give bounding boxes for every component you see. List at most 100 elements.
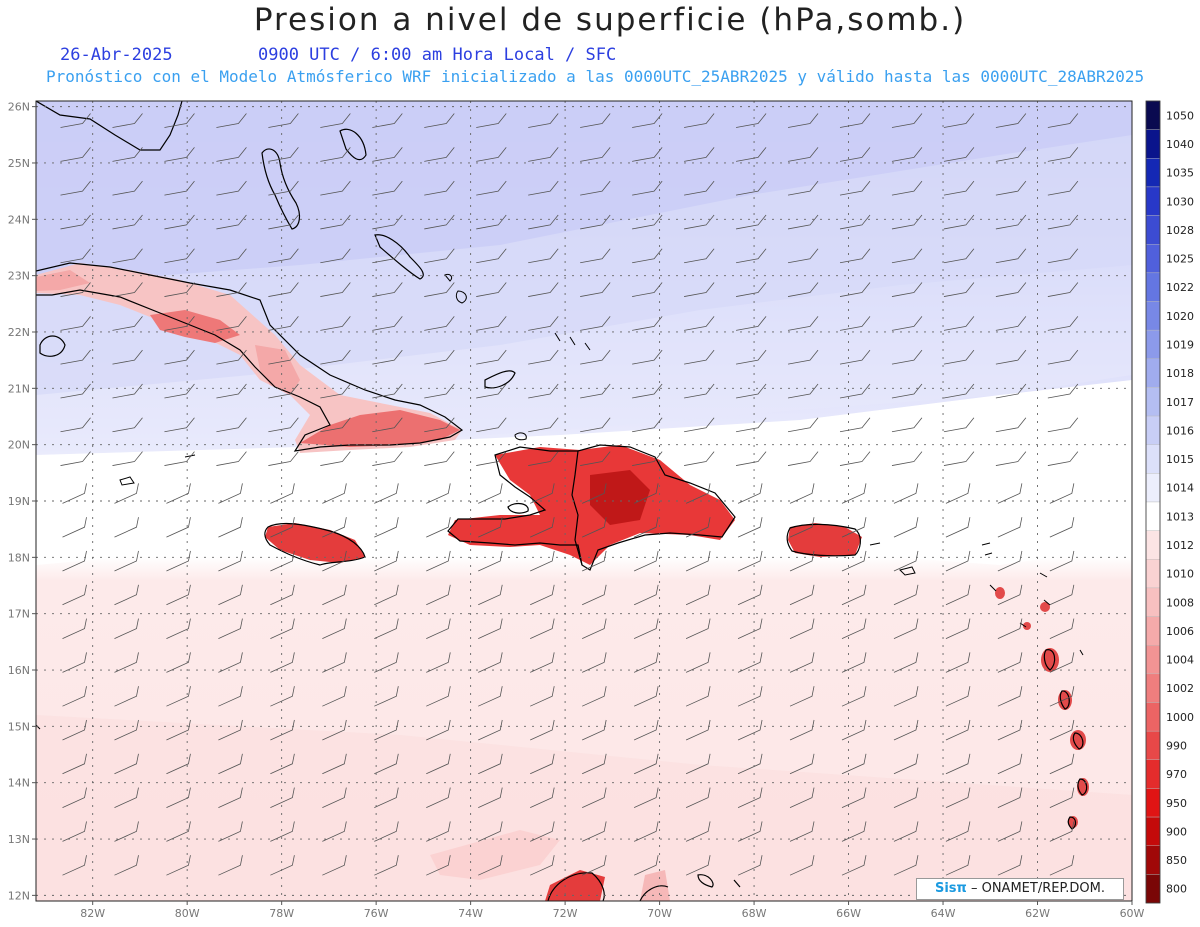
wind-barb xyxy=(1049,550,1075,572)
wind-barb xyxy=(530,753,555,775)
wind-barb xyxy=(787,113,819,128)
lat-tick-label: 15N xyxy=(8,720,30,733)
wind-barb xyxy=(582,652,607,673)
wind-barb xyxy=(270,787,295,808)
wind-barb xyxy=(164,147,195,162)
legend-label: 1006 xyxy=(1166,625,1194,638)
wind-barb xyxy=(997,618,1023,639)
wind-barb xyxy=(320,248,351,264)
wind-barb xyxy=(216,248,247,264)
wind-barb xyxy=(685,483,711,504)
wind-barb xyxy=(580,451,611,466)
wind-barb xyxy=(841,652,867,673)
wind-barb xyxy=(322,753,347,775)
pressure-band-1012 xyxy=(36,715,1132,901)
wind-barb xyxy=(426,787,451,808)
wind-barb xyxy=(528,113,559,128)
wind-barb xyxy=(839,316,871,331)
wind-barb xyxy=(114,652,139,673)
wind-barb xyxy=(735,383,767,399)
wind-barb xyxy=(530,821,555,842)
wind-barb xyxy=(893,821,919,842)
wind-barb xyxy=(424,383,455,399)
wind-barb xyxy=(60,113,91,128)
wind-barb xyxy=(164,349,195,365)
legend-label: 1018 xyxy=(1166,367,1194,380)
wind-barb xyxy=(841,618,867,639)
wind-barb xyxy=(891,383,923,399)
wind-barb xyxy=(530,618,555,639)
wind-barb xyxy=(478,821,503,842)
wind-barb xyxy=(1047,214,1079,230)
wind-barb xyxy=(320,451,351,466)
wind-barb xyxy=(374,550,399,572)
wind-barb xyxy=(530,483,555,504)
wind-barb xyxy=(997,686,1023,707)
wind-barb xyxy=(528,180,559,196)
wind-barb xyxy=(166,821,191,842)
wind-barb xyxy=(945,821,971,842)
wind-barb xyxy=(372,147,403,162)
wind-barb xyxy=(997,821,1023,842)
wind-barb xyxy=(476,214,507,230)
wind-barb xyxy=(528,282,559,297)
wind-barb xyxy=(735,248,767,264)
wind-barb xyxy=(424,180,455,196)
wind-barb xyxy=(478,686,503,707)
wind-barb xyxy=(1049,719,1075,741)
wind-barb xyxy=(685,753,711,775)
wind-barb xyxy=(112,214,143,230)
legend-swatch xyxy=(1145,874,1161,904)
wind-barb xyxy=(582,787,607,808)
wind-barb xyxy=(582,517,607,538)
wind-barb xyxy=(528,214,559,230)
wind-barb xyxy=(945,787,971,808)
lat-tick-label: 24N xyxy=(8,213,30,226)
wind-barb xyxy=(997,652,1023,673)
sispi-logo: Sisπ xyxy=(934,881,967,896)
wind-barb xyxy=(787,282,819,297)
wind-barb xyxy=(893,753,919,775)
wind-barb xyxy=(945,753,971,775)
wind-barb xyxy=(839,147,871,162)
wind-barb xyxy=(995,147,1027,162)
lon-tick-label: 60W xyxy=(1120,907,1145,920)
wind-barb xyxy=(164,248,195,264)
wind-barb xyxy=(945,584,971,606)
wind-barb xyxy=(891,451,923,466)
wind-barb xyxy=(114,855,139,876)
wind-barb xyxy=(478,517,503,538)
wind-barb xyxy=(374,719,399,741)
legend-swatch xyxy=(1145,129,1161,159)
wind-barb xyxy=(737,584,763,606)
wind-barb xyxy=(893,584,919,606)
wind-barb xyxy=(839,417,871,433)
legend-swatch xyxy=(1145,415,1161,445)
wind-barb xyxy=(478,550,503,572)
wind-barb xyxy=(841,483,867,504)
lat-tick-label: 19N xyxy=(8,495,30,508)
wind-barb xyxy=(839,248,871,264)
wind-barb xyxy=(218,855,243,876)
wind-barb xyxy=(320,349,351,365)
wind-barb xyxy=(582,550,607,572)
wind-barb xyxy=(945,719,971,741)
wind-barb xyxy=(737,753,763,775)
coastlines xyxy=(36,101,1088,901)
wind-barb xyxy=(995,417,1027,433)
wind-barb xyxy=(164,214,195,230)
wind-barb xyxy=(62,652,87,673)
legend-swatch xyxy=(1145,616,1161,646)
wind-barb xyxy=(60,147,91,162)
wind-barb xyxy=(789,686,815,707)
wind-barb xyxy=(891,180,923,196)
wind-barb xyxy=(528,147,559,162)
wind-barb xyxy=(218,821,243,842)
wind-barb xyxy=(60,383,91,399)
wind-barb xyxy=(1049,753,1075,775)
lon-tick-label: 74W xyxy=(458,907,483,920)
wind-barb xyxy=(322,821,347,842)
legend-label: 1020 xyxy=(1166,310,1194,323)
wind-barb xyxy=(995,282,1027,297)
wind-barb xyxy=(789,787,815,808)
